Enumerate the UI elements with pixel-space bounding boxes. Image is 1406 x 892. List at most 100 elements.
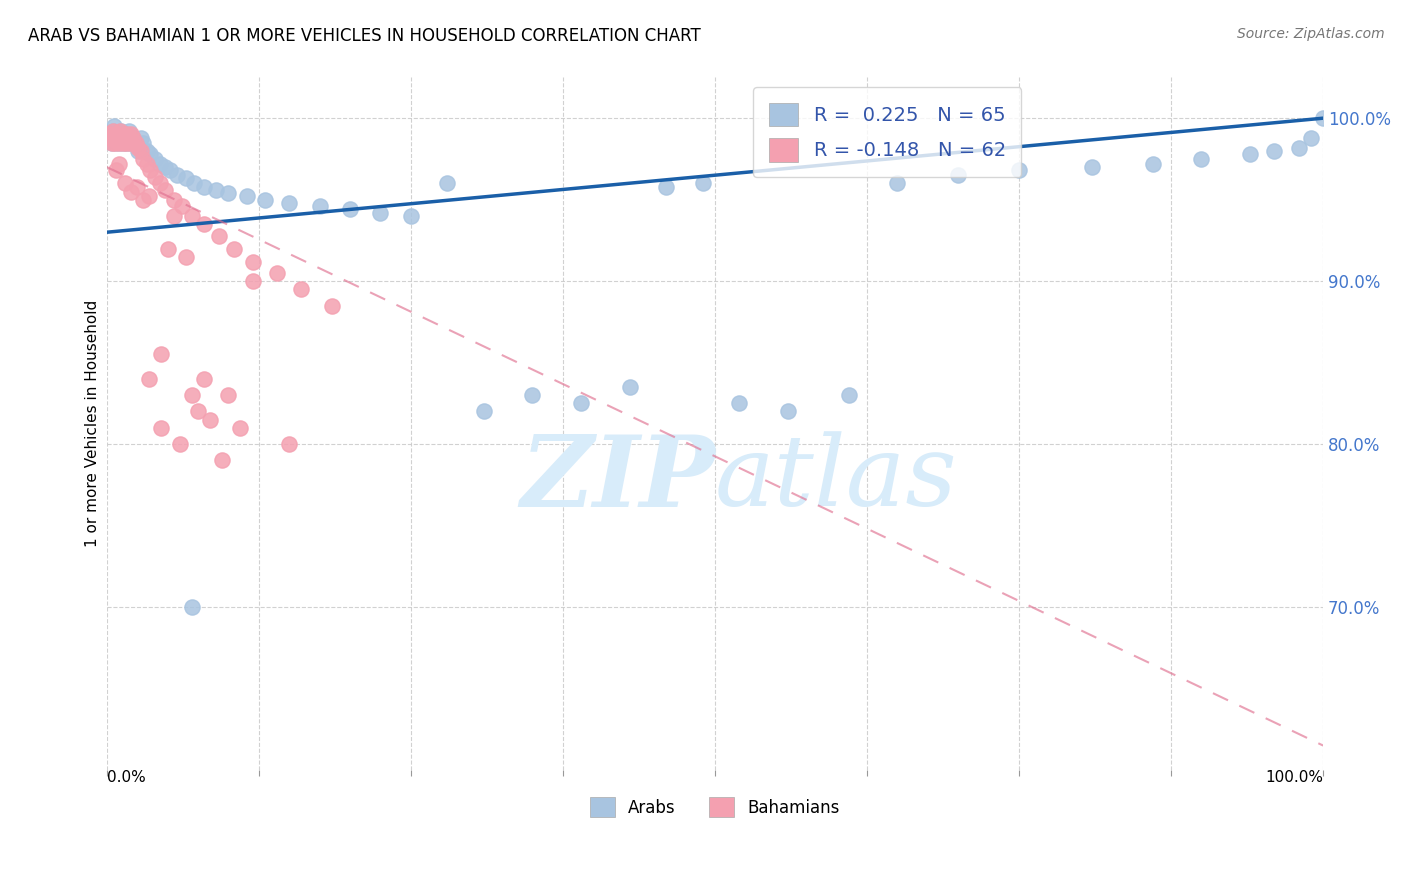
- Point: [153, 183, 176, 197]
- Point: [111, 130, 134, 145]
- Point: [838, 388, 860, 402]
- Point: [120, 128, 142, 142]
- Point: [143, 169, 166, 184]
- Point: [370, 205, 392, 219]
- Point: [172, 199, 194, 213]
- Point: [120, 136, 142, 150]
- Point: [278, 195, 301, 210]
- Point: [174, 171, 197, 186]
- Point: [112, 136, 135, 150]
- Point: [117, 128, 139, 142]
- Point: [108, 157, 131, 171]
- Point: [103, 120, 125, 134]
- Text: 100.0%: 100.0%: [1265, 770, 1323, 785]
- Point: [253, 193, 276, 207]
- Point: [776, 404, 799, 418]
- Point: [118, 130, 141, 145]
- Point: [125, 136, 148, 150]
- Point: [150, 421, 173, 435]
- Point: [1191, 152, 1213, 166]
- Point: [117, 130, 139, 145]
- Point: [111, 136, 134, 150]
- Text: Source: ZipAtlas.com: Source: ZipAtlas.com: [1237, 27, 1385, 41]
- Point: [321, 299, 343, 313]
- Text: atlas: atlas: [714, 432, 957, 527]
- Point: [114, 128, 136, 142]
- Point: [129, 130, 152, 145]
- Point: [105, 163, 128, 178]
- Point: [224, 242, 246, 256]
- Point: [100, 136, 122, 150]
- Point: [117, 124, 139, 138]
- Point: [107, 130, 129, 145]
- Point: [143, 152, 166, 166]
- Point: [278, 437, 301, 451]
- Point: [138, 372, 160, 386]
- Point: [1008, 163, 1031, 178]
- Point: [127, 140, 149, 154]
- Point: [127, 144, 149, 158]
- Point: [135, 144, 157, 158]
- Point: [117, 136, 139, 150]
- Point: [1239, 147, 1261, 161]
- Point: [242, 274, 264, 288]
- Point: [399, 209, 422, 223]
- Point: [207, 228, 229, 243]
- Point: [183, 177, 205, 191]
- Point: [266, 266, 288, 280]
- Point: [180, 209, 202, 223]
- Point: [1299, 130, 1322, 145]
- Point: [948, 168, 970, 182]
- Point: [728, 396, 751, 410]
- Point: [193, 217, 215, 231]
- Point: [118, 136, 141, 150]
- Point: [114, 130, 136, 145]
- Point: [104, 130, 127, 145]
- Point: [569, 396, 592, 410]
- Point: [139, 147, 162, 161]
- Point: [115, 130, 138, 145]
- Point: [162, 209, 184, 223]
- Point: [522, 388, 544, 402]
- Point: [1288, 140, 1310, 154]
- Point: [655, 179, 678, 194]
- Point: [159, 163, 181, 178]
- Point: [149, 177, 172, 191]
- Point: [1081, 160, 1104, 174]
- Point: [112, 128, 135, 142]
- Point: [139, 163, 162, 178]
- Point: [229, 421, 252, 435]
- Legend: Arabs, Bahamians: Arabs, Bahamians: [583, 790, 846, 824]
- Y-axis label: 1 or more Vehicles in Household: 1 or more Vehicles in Household: [86, 300, 100, 548]
- Point: [1263, 144, 1285, 158]
- Point: [187, 404, 209, 418]
- Point: [193, 372, 215, 386]
- Point: [886, 177, 908, 191]
- Point: [1142, 157, 1164, 171]
- Point: [180, 388, 202, 402]
- Point: [132, 152, 155, 166]
- Point: [180, 600, 202, 615]
- Point: [120, 185, 142, 199]
- Point: [619, 380, 641, 394]
- Point: [135, 157, 157, 171]
- Point: [108, 124, 131, 138]
- Point: [105, 136, 128, 150]
- Point: [1312, 111, 1334, 125]
- Point: [122, 130, 145, 145]
- Point: [193, 179, 215, 194]
- Point: [115, 136, 138, 150]
- Point: [100, 136, 122, 150]
- Text: ARAB VS BAHAMIAN 1 OR MORE VEHICLES IN HOUSEHOLD CORRELATION CHART: ARAB VS BAHAMIAN 1 OR MORE VEHICLES IN H…: [28, 27, 700, 45]
- Point: [104, 136, 127, 150]
- Point: [110, 124, 132, 138]
- Point: [132, 193, 155, 207]
- Point: [108, 136, 131, 150]
- Point: [98, 128, 121, 142]
- Point: [98, 130, 121, 145]
- Point: [110, 130, 132, 145]
- Point: [166, 168, 188, 182]
- Text: 0.0%: 0.0%: [107, 770, 145, 785]
- Point: [217, 186, 239, 201]
- Point: [308, 199, 330, 213]
